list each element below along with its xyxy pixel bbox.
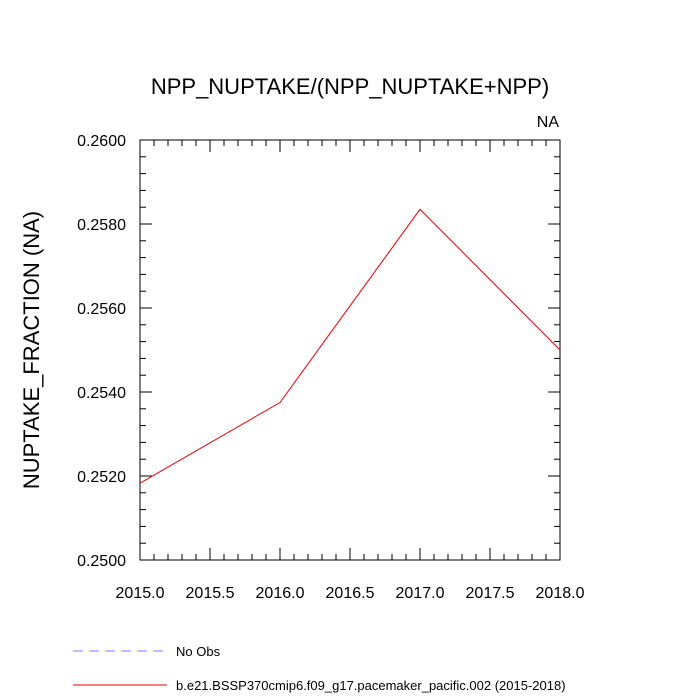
legend-label: b.e21.BSSP370cmip6.f09_g17.pacemaker_pac… [176,678,566,693]
y-tick-label: 0.2600 [77,133,126,150]
plot-area: 2015.0 2015.5 2016.0 2016.5 2017.0 2017.5 2018… [77,133,585,602]
x-tick-label: 2016.5 [326,585,375,602]
x-tick-label: 2017.5 [466,585,515,602]
y-tick-label: 0.2540 [77,385,126,402]
x-tick-label: 2015.5 [186,585,235,602]
y-tick-label: 0.2560 [77,301,126,318]
legend: No Obs b.e21.BSSP370cmip6.f09_g17.pacemak… [73,644,566,693]
chart-title: NPP_NUPTAKE/(NPP_NUPTAKE+NPP) [151,74,549,99]
x-tick-label: 2015.0 [116,585,165,602]
x-tick-label: 2016.0 [256,585,305,602]
y-axis-label: NUPTAKE_FRACTION (NA) [19,211,44,489]
y-tick-label: 0.2500 [77,553,126,570]
legend-label: No Obs [176,644,221,659]
x-tick-label: 2018.0 [536,585,585,602]
corner-label: NA [537,114,560,131]
y-tick-label: 0.2520 [77,469,126,486]
x-tick-label: 2017.0 [396,585,445,602]
plot-frame [139,139,561,561]
y-tick-label: 0.2580 [77,217,126,234]
series-line [139,208,561,484]
